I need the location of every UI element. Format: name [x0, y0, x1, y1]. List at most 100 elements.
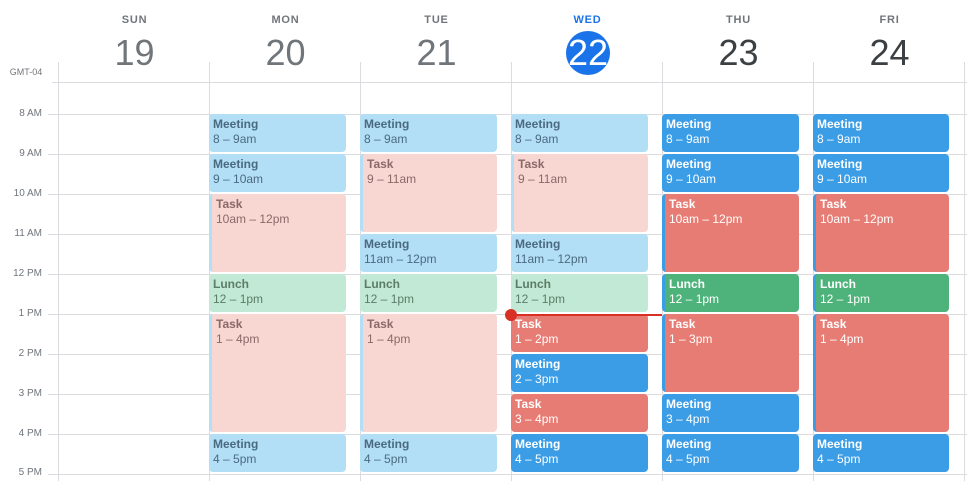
event-title: Lunch [213, 277, 249, 291]
event-title: Task [216, 197, 243, 211]
time-label: 10 AM [13, 188, 42, 199]
day-of-week: FRI [879, 14, 900, 26]
event-time: 1 – 4pm [367, 332, 411, 346]
event-title: Task [820, 197, 847, 211]
event-time: 11am – 12pm [515, 252, 588, 266]
day-header-mon[interactable]: MON 20 [210, 0, 361, 82]
event-title: Task [669, 317, 696, 331]
event-card[interactable]: Meeting 2 – 3pm [511, 354, 648, 392]
event-card[interactable]: Task 10am – 12pm [813, 194, 949, 272]
event-card[interactable]: Meeting 4 – 5pm [511, 434, 648, 472]
event-time: 8 – 9am [213, 132, 257, 146]
day-header-sun[interactable]: SUN 19 [59, 0, 210, 82]
day-number[interactable]: 23 [718, 32, 759, 73]
hour-line [48, 354, 967, 355]
event-title: Meeting [213, 117, 259, 131]
event-card[interactable]: Meeting 8 – 9am [209, 114, 346, 152]
day-of-week: TUE [424, 14, 449, 26]
event-card[interactable]: Task 10am – 12pm [662, 194, 799, 272]
event-card[interactable]: Meeting 8 – 9am [813, 114, 949, 152]
event-card[interactable]: Meeting 11am – 12pm [511, 234, 648, 272]
current-time-dot [505, 309, 517, 321]
event-card[interactable]: Meeting 8 – 9am [511, 114, 648, 152]
event-title: Meeting [515, 437, 561, 451]
event-card[interactable]: Task 10am – 12pm [209, 194, 346, 272]
event-title: Task [216, 317, 243, 331]
event-title: Task [669, 197, 696, 211]
event-time: 9 – 10am [213, 172, 264, 186]
event-time: 10am – 12pm [820, 212, 894, 226]
event-card[interactable]: Meeting 8 – 9am [662, 114, 799, 152]
event-title: Task [515, 317, 542, 331]
hour-line [48, 154, 967, 155]
event-card[interactable]: Task 1 – 2pm [511, 314, 648, 352]
day-header-wed[interactable]: WED 22 [512, 0, 663, 82]
day-of-week: MON [271, 14, 300, 26]
time-label: 8 AM [19, 108, 42, 119]
event-card[interactable]: Task 1 – 4pm [360, 314, 497, 432]
event-card[interactable]: Task 9 – 11am [360, 154, 497, 232]
event-title: Meeting [515, 117, 561, 131]
event-title: Task [367, 317, 394, 331]
event-time: 12 – 1pm [820, 292, 871, 306]
event-card[interactable]: Meeting 4 – 5pm [360, 434, 497, 472]
event-title: Meeting [666, 157, 712, 171]
event-title: Lunch [669, 277, 705, 291]
event-time: 8 – 9am [515, 132, 559, 146]
event-card[interactable]: Lunch 12 – 1pm [813, 274, 949, 312]
event-title: Meeting [515, 237, 561, 251]
event-time: 9 – 10am [817, 172, 868, 186]
event-card[interactable]: Lunch 12 – 1pm [209, 274, 346, 312]
time-label: 3 PM [18, 388, 42, 399]
day-number[interactable]: 20 [265, 32, 306, 73]
day-number[interactable]: 24 [869, 32, 910, 73]
event-title: Lunch [820, 277, 856, 291]
time-label: 9 AM [19, 148, 42, 159]
event-title: Task [518, 157, 545, 171]
event-card[interactable]: Task 1 – 4pm [209, 314, 346, 432]
event-time: 9 – 11am [367, 172, 417, 186]
event-card[interactable]: Meeting 4 – 5pm [209, 434, 346, 472]
event-title: Lunch [515, 277, 551, 291]
column-divider [511, 62, 512, 481]
event-title: Meeting [817, 157, 863, 171]
event-card[interactable]: Meeting 9 – 10am [813, 154, 949, 192]
event-card[interactable]: Meeting 9 – 10am [662, 154, 799, 192]
event-card[interactable]: Lunch 12 – 1pm [511, 274, 648, 312]
hour-line [48, 274, 967, 275]
event-time: 9 – 11am [518, 172, 568, 186]
day-of-week: SUN [121, 14, 148, 26]
day-of-week: THU [725, 14, 751, 26]
day-header-fri[interactable]: FRI 24 [814, 0, 965, 82]
event-title: Task [367, 157, 394, 171]
day-header-thu[interactable]: THU 23 [663, 0, 814, 82]
time-label: 1 PM [18, 308, 42, 319]
time-label: 11 AM [14, 228, 42, 239]
event-card[interactable]: Lunch 12 – 1pm [360, 274, 497, 312]
event-card[interactable]: Meeting 4 – 5pm [662, 434, 799, 472]
event-card[interactable]: Meeting 8 – 9am [360, 114, 497, 152]
time-label: 12 PM [13, 268, 42, 279]
today-date-badge[interactable]: 22 [566, 31, 610, 75]
column-divider [813, 62, 814, 481]
event-card[interactable]: Meeting 11am – 12pm [360, 234, 497, 272]
day-number[interactable]: 19 [114, 32, 155, 73]
column-divider [360, 62, 361, 481]
hour-line [48, 114, 967, 115]
event-card[interactable]: Lunch 12 – 1pm [662, 274, 799, 312]
day-number[interactable]: 21 [416, 32, 457, 73]
column-divider [58, 62, 59, 481]
event-card[interactable]: Task 1 – 3pm [662, 314, 799, 392]
event-time: 12 – 1pm [515, 292, 566, 306]
event-card[interactable]: Meeting 4 – 5pm [813, 434, 949, 472]
event-title: Lunch [364, 277, 400, 291]
event-card[interactable]: Task 1 – 4pm [813, 314, 949, 432]
day-header-tue[interactable]: TUE 21 [361, 0, 512, 82]
event-title: Meeting [515, 357, 561, 371]
event-time: 11am – 12pm [364, 252, 437, 266]
event-title: Meeting [364, 437, 410, 451]
event-card[interactable]: Task 3 – 4pm [511, 394, 648, 432]
event-card[interactable]: Meeting 9 – 10am [209, 154, 346, 192]
event-card[interactable]: Meeting 3 – 4pm [662, 394, 799, 432]
event-card[interactable]: Task 9 – 11am [511, 154, 648, 232]
